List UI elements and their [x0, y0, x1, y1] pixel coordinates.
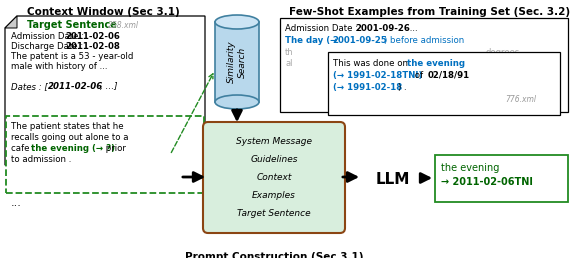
FancyBboxPatch shape [6, 116, 204, 193]
Text: The patient states that he: The patient states that he [11, 122, 123, 131]
Text: Examples: Examples [252, 191, 296, 200]
Bar [215, 22, 259, 102]
Text: ...: ... [407, 24, 418, 33]
Text: Dates : [: Dates : [ [11, 82, 48, 91]
Ellipse shape [215, 95, 259, 109]
Text: 2011-02-08: 2011-02-08 [66, 42, 121, 51]
Text: to admission .: to admission . [11, 155, 71, 164]
Text: The day (→: The day (→ [285, 36, 340, 45]
Text: the evening (→ ?): the evening (→ ?) [31, 144, 115, 153]
Polygon shape [5, 16, 17, 28]
Text: ) .: ) . [398, 83, 406, 92]
Text: Context: Context [257, 173, 292, 182]
Text: th: th [285, 48, 294, 57]
Text: Guidelines: Guidelines [250, 155, 298, 164]
Text: Target Sentence: Target Sentence [27, 20, 117, 30]
Text: degrees: degrees [485, 48, 519, 57]
FancyBboxPatch shape [435, 155, 568, 202]
Text: ...: ... [11, 198, 22, 208]
Text: 776.xml: 776.xml [505, 95, 536, 104]
Text: Few-Shot Examples from Training Set (Sec. 3.2): Few-Shot Examples from Training Set (Sec… [289, 7, 571, 17]
Text: al: al [285, 59, 293, 68]
Text: Admission Date :: Admission Date : [11, 32, 87, 41]
Text: The patent is a 53 - year-old: The patent is a 53 - year-old [11, 52, 133, 61]
Text: prior: prior [103, 144, 126, 153]
Text: This was done on: This was done on [333, 59, 411, 68]
FancyBboxPatch shape [203, 122, 345, 233]
Text: 526.xml: 526.xml [523, 68, 554, 77]
Text: ) before admission: ) before admission [384, 36, 464, 45]
Text: 2011-02-06: 2011-02-06 [48, 82, 103, 91]
Text: of: of [412, 71, 426, 80]
Text: 2011-02-06: 2011-02-06 [66, 32, 121, 41]
Text: (→ 1991-02-18: (→ 1991-02-18 [333, 83, 402, 92]
Text: the evening: the evening [441, 163, 499, 173]
Text: 258.xml: 258.xml [108, 21, 139, 30]
Ellipse shape [215, 15, 259, 29]
Text: (→ 1991-02-18TNI): (→ 1991-02-18TNI) [333, 71, 422, 80]
FancyBboxPatch shape [328, 52, 560, 115]
Text: the evening: the evening [407, 59, 465, 68]
Text: 02/18/91: 02/18/91 [428, 71, 470, 80]
Text: LLM: LLM [376, 172, 410, 187]
Text: cafe: cafe [11, 144, 32, 153]
Text: Context Window (Sec 3.1): Context Window (Sec 3.1) [26, 7, 179, 17]
Text: → 2011-02-06TNI: → 2011-02-06TNI [441, 177, 533, 187]
Text: , …]: , …] [100, 82, 118, 91]
FancyBboxPatch shape [280, 18, 568, 112]
Text: 2001-09-26: 2001-09-26 [355, 24, 410, 33]
Text: Discharge Date :: Discharge Date : [11, 42, 86, 51]
Text: Prompt Construction (Sec 3.1): Prompt Construction (Sec 3.1) [185, 252, 363, 258]
Text: recalls going out alone to a: recalls going out alone to a [11, 133, 129, 142]
Text: 2001-09-25: 2001-09-25 [332, 36, 387, 45]
Text: male with history of ...: male with history of ... [11, 62, 107, 71]
Text: System Message: System Message [236, 137, 312, 146]
Text: Target Sentence: Target Sentence [237, 209, 311, 218]
Text: Similarity
Search: Similarity Search [227, 41, 247, 83]
Polygon shape [5, 16, 205, 165]
Text: Admission Date :: Admission Date : [285, 24, 361, 33]
